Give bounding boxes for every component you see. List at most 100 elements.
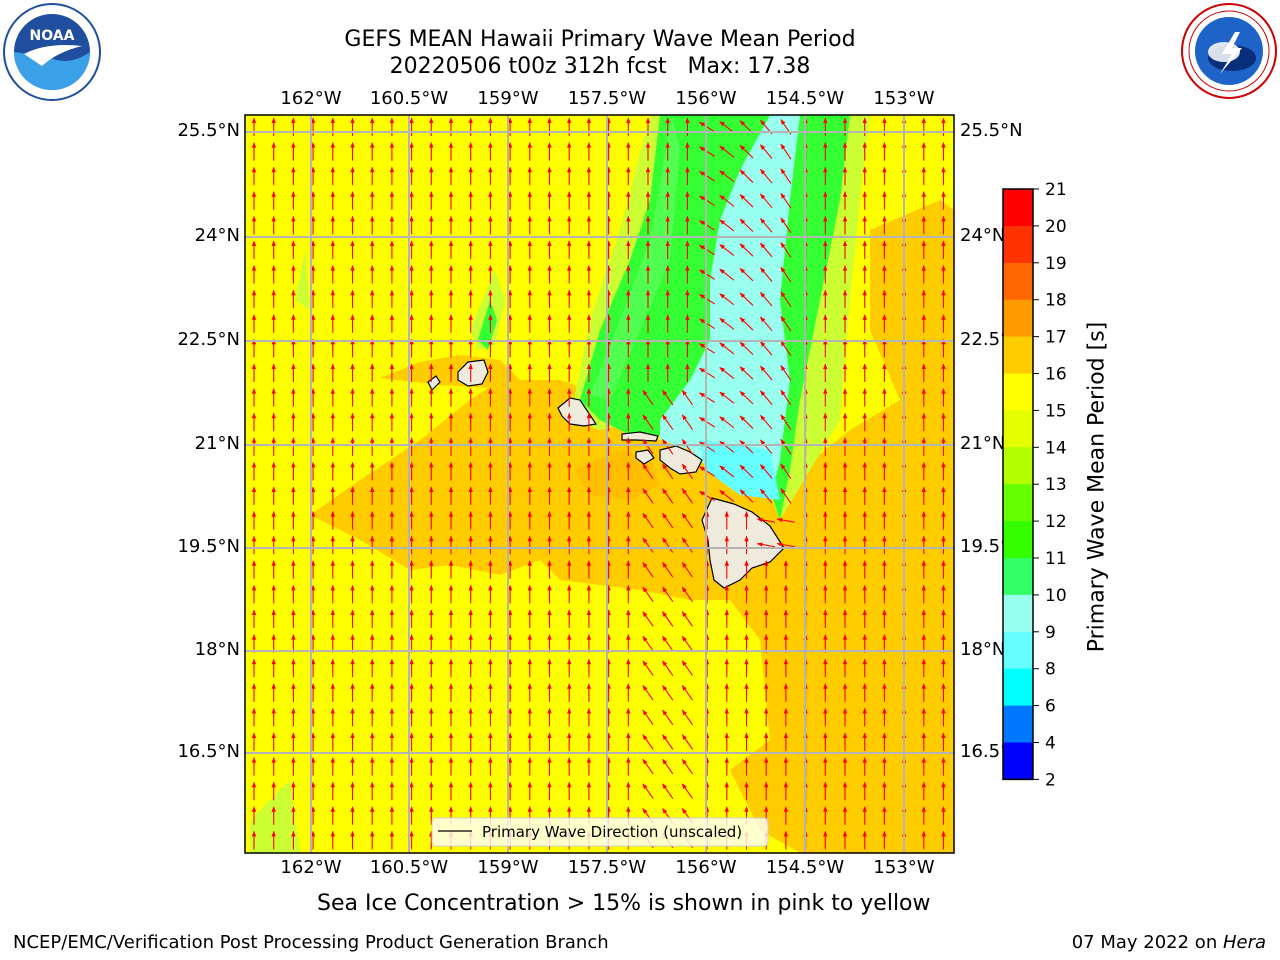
direction-arrow-icon bbox=[567, 757, 572, 776]
direction-arrow-icon bbox=[389, 240, 395, 259]
direction-arrow-icon bbox=[271, 584, 276, 604]
direction-arrow-icon bbox=[759, 144, 773, 159]
direction-arrow-icon bbox=[389, 412, 395, 432]
lon-label-bottom: 160.5°W bbox=[369, 857, 449, 878]
direction-arrow-icon bbox=[780, 168, 792, 184]
direction-arrow-icon bbox=[626, 289, 631, 309]
direction-arrow-icon bbox=[350, 265, 355, 284]
direction-arrow-icon bbox=[699, 343, 716, 354]
direction-arrow-icon bbox=[370, 511, 375, 530]
direction-arrow-icon bbox=[547, 560, 552, 579]
direction-arrow-icon bbox=[764, 757, 769, 776]
direction-arrow-icon bbox=[370, 806, 375, 825]
direction-arrow-icon bbox=[488, 732, 493, 751]
direction-arrow-icon bbox=[665, 142, 670, 161]
direction-arrow-icon bbox=[744, 757, 749, 776]
direction-arrow-icon bbox=[921, 486, 926, 505]
direction-arrow-icon bbox=[921, 609, 926, 628]
direction-arrow-icon bbox=[271, 461, 276, 481]
direction-arrow-icon bbox=[389, 806, 395, 825]
direction-arrow-icon bbox=[370, 830, 375, 850]
direction-arrow-icon bbox=[764, 658, 769, 678]
direction-arrow-icon bbox=[330, 634, 335, 653]
direction-arrow-icon bbox=[842, 707, 848, 727]
direction-arrow-icon bbox=[823, 511, 828, 530]
direction-arrow-icon bbox=[547, 289, 552, 309]
direction-arrow-icon bbox=[699, 416, 716, 428]
direction-arrow-icon bbox=[547, 707, 552, 727]
direction-arrow-icon bbox=[488, 412, 493, 432]
direction-arrow-icon bbox=[783, 806, 789, 825]
direction-arrow-icon bbox=[488, 289, 493, 309]
direction-arrow-icon bbox=[941, 683, 946, 702]
direction-arrow-icon bbox=[739, 144, 754, 159]
colorbar-segment bbox=[1003, 594, 1033, 633]
direction-arrow-icon bbox=[291, 314, 296, 333]
title-line-2: 20220506 t00z 312h fcst Max: 17.38 bbox=[389, 54, 811, 79]
direction-arrow-icon bbox=[409, 191, 414, 210]
direction-arrow-icon bbox=[448, 142, 454, 161]
direction-arrow-icon bbox=[350, 830, 355, 850]
direction-arrow-icon bbox=[642, 611, 654, 627]
colorbar-tick-label: 12 bbox=[1045, 512, 1067, 532]
direction-arrow-icon bbox=[389, 609, 395, 628]
direction-arrow-icon bbox=[921, 584, 926, 604]
direction-arrow-icon bbox=[626, 535, 631, 555]
direction-arrow-icon bbox=[626, 658, 631, 678]
direction-arrow-icon bbox=[662, 783, 674, 799]
direction-arrow-icon bbox=[291, 363, 296, 382]
direction-arrow-icon bbox=[842, 806, 848, 825]
direction-arrow-icon bbox=[586, 584, 592, 604]
lon-label-top: 159°W bbox=[477, 88, 539, 109]
direction-arrow-icon bbox=[271, 560, 276, 579]
direction-arrow-icon bbox=[488, 240, 493, 259]
direction-arrow-icon bbox=[665, 240, 670, 259]
direction-arrow-icon bbox=[389, 781, 395, 801]
direction-arrow-icon bbox=[642, 660, 654, 676]
direction-arrow-icon bbox=[448, 289, 454, 309]
colorbar-tick-label: 4 bbox=[1045, 734, 1056, 754]
direction-arrow-icon bbox=[685, 240, 690, 259]
direction-arrow-icon bbox=[429, 215, 434, 235]
direction-arrow-icon bbox=[330, 683, 335, 702]
direction-arrow-icon bbox=[547, 658, 552, 678]
lon-label-top: 157.5°W bbox=[567, 88, 647, 109]
direction-arrow-icon bbox=[409, 388, 414, 407]
direction-arrow-icon bbox=[823, 806, 828, 825]
direction-arrow-icon bbox=[409, 265, 414, 284]
direction-arrow-icon bbox=[719, 219, 735, 232]
direction-arrow-icon bbox=[764, 707, 769, 727]
direction-arrow-icon bbox=[567, 314, 572, 333]
direction-arrow-icon bbox=[681, 537, 694, 553]
direction-arrow-icon bbox=[429, 683, 434, 702]
direction-arrow-icon bbox=[291, 584, 296, 604]
direction-arrow-icon bbox=[547, 314, 552, 333]
direction-arrow-icon bbox=[744, 609, 749, 628]
direction-arrow-icon bbox=[823, 781, 828, 801]
direction-arrow-icon bbox=[645, 142, 651, 161]
direction-arrow-icon bbox=[488, 511, 493, 530]
direction-arrow-icon bbox=[586, 461, 592, 481]
lat-label-left: 18°N bbox=[194, 639, 240, 660]
direction-arrow-icon bbox=[468, 732, 473, 751]
direction-arrow-icon bbox=[527, 388, 532, 407]
direction-arrow-icon bbox=[862, 412, 867, 432]
lat-label-left: 24°N bbox=[194, 225, 240, 246]
direction-arrow-icon bbox=[350, 191, 355, 210]
direction-arrow-icon bbox=[330, 806, 335, 825]
colorbar-tick-label: 13 bbox=[1045, 475, 1067, 495]
direction-arrow-icon bbox=[823, 757, 828, 776]
direction-arrow-icon bbox=[642, 783, 654, 799]
direction-arrow-icon bbox=[626, 363, 631, 382]
direction-arrow-icon bbox=[468, 363, 473, 382]
direction-arrow-icon bbox=[626, 511, 631, 530]
direction-arrow-icon bbox=[370, 535, 375, 555]
direction-arrow-icon bbox=[251, 658, 257, 678]
direction-arrow-icon bbox=[488, 584, 493, 604]
direction-arrow-icon bbox=[842, 363, 848, 382]
direction-arrow-icon bbox=[370, 388, 375, 407]
direction-arrow-icon bbox=[642, 414, 654, 430]
map-frame bbox=[244, 114, 955, 854]
direction-arrow-icon bbox=[251, 388, 257, 407]
direction-arrow-icon bbox=[842, 584, 848, 604]
